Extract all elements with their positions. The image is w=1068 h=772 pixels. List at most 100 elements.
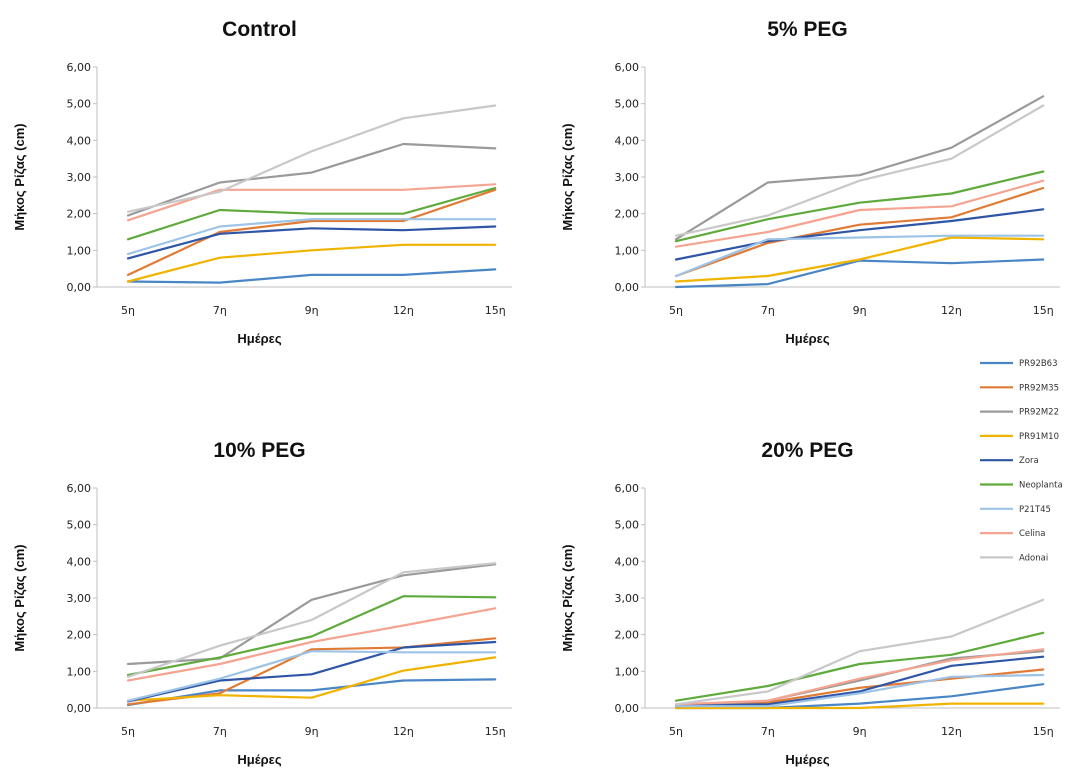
y-tick-label: 6,00 <box>67 61 92 74</box>
legend-label: PR91M10 <box>1019 432 1059 442</box>
x-tick-label: 7η <box>761 304 775 317</box>
x-axis-label: Ημέρες <box>785 752 829 767</box>
y-tick-label: 2,00 <box>67 208 92 221</box>
x-tick-label: 9η <box>853 304 867 317</box>
legend-item: PR91M10 <box>980 432 1059 442</box>
chart-panel-2: 5% PEG 0,00 1,00 2,00 3,00 4,00 5,00 6,00 5η 7η 9η… <box>560 18 1060 346</box>
y-tick-label: 2,00 <box>615 208 640 221</box>
y-tick-label: 0,00 <box>67 281 92 294</box>
legend-label: Zora <box>1019 456 1039 466</box>
series-line-p21t45 <box>674 673 1045 708</box>
y-tick-label: 4,00 <box>615 555 640 568</box>
legend-label: PR92M22 <box>1019 408 1059 418</box>
series-line-neoplanta <box>126 595 497 677</box>
x-axis-label: Ημέρες <box>237 752 281 767</box>
series-line-p21t45 <box>674 234 1045 278</box>
series-line-zora <box>126 640 497 703</box>
y-tick-label: 4,00 <box>615 134 640 147</box>
x-tick-label: 5η <box>121 304 135 317</box>
series-line-pr92m22 <box>674 95 1045 241</box>
series-line-celina <box>674 648 1045 706</box>
legend-label: Adonai <box>1019 553 1048 563</box>
series-line-pr91m10 <box>126 243 497 283</box>
legend-label: Neoplanta <box>1019 481 1063 491</box>
y-axis-label: Μήκος Ρίζας (cm) <box>12 123 27 230</box>
series-line-p21t45 <box>126 650 497 702</box>
legend: PR92B63 PR92M35 PR92M22 PR91M10 Zora Neoplant… <box>980 359 1063 563</box>
series-line-adonai <box>674 104 1045 237</box>
legend-item: P21T45 <box>980 505 1051 515</box>
legend-item: Celina <box>980 529 1045 539</box>
series-line-zora <box>674 655 1045 708</box>
x-tick-label: 7η <box>213 304 227 317</box>
series-line-pr91m10 <box>674 702 1045 710</box>
legend-item: Adonai <box>980 553 1048 563</box>
x-tick-label: 5η <box>669 304 683 317</box>
x-tick-label: 5η <box>669 725 683 738</box>
x-tick-label: 12η <box>393 304 414 317</box>
legend-label: P21T45 <box>1019 505 1051 515</box>
legend-item: PR92M35 <box>980 383 1059 393</box>
y-tick-label: 3,00 <box>615 592 640 605</box>
series-line-pr92m35 <box>126 188 497 276</box>
x-tick-label: 9η <box>853 725 867 738</box>
y-tick-label: 6,00 <box>615 482 640 495</box>
y-axis-label: Μήκος Ρίζας (cm) <box>560 123 575 230</box>
series-line-zora <box>126 225 497 260</box>
x-axis-label: Ημέρες <box>237 331 281 346</box>
series-line-adonai <box>126 104 497 213</box>
series-line-pr92b63 <box>126 268 497 284</box>
x-tick-label: 9η <box>305 725 319 738</box>
series-line-neoplanta <box>126 186 497 241</box>
chart-panel-3: 10% PEG 0,00 1,00 2,00 3,00 4,00 5,00 6,00 5η 7η 9… <box>12 439 512 767</box>
x-tick-label: 7η <box>213 725 227 738</box>
chart-title: 20% PEG <box>761 439 853 462</box>
y-tick-label: 5,00 <box>67 519 92 532</box>
y-tick-label: 1,00 <box>615 665 640 678</box>
series-line-celina <box>674 179 1045 248</box>
y-tick-label: 5,00 <box>615 98 640 111</box>
legend-label: Celina <box>1019 529 1045 539</box>
y-tick-label: 5,00 <box>615 519 640 532</box>
series-line-adonai <box>674 598 1045 706</box>
chart-title: 5% PEG <box>767 18 848 41</box>
x-tick-label: 15η <box>1033 725 1054 738</box>
legend-label: PR92M35 <box>1019 383 1059 393</box>
x-axis-label: Ημέρες <box>785 331 829 346</box>
chart-title: Control <box>222 18 297 41</box>
y-axis-label: Μήκος Ρίζας (cm) <box>560 544 575 651</box>
y-tick-label: 6,00 <box>67 482 92 495</box>
y-tick-label: 1,00 <box>615 244 640 257</box>
series-line-pr92m22 <box>126 142 497 217</box>
y-tick-label: 0,00 <box>67 702 92 715</box>
series-line-celina <box>126 607 497 682</box>
x-tick-label: 15η <box>1033 304 1054 317</box>
series-line-neoplanta <box>674 170 1045 243</box>
y-tick-label: 5,00 <box>67 98 92 111</box>
y-tick-label: 1,00 <box>67 665 92 678</box>
series-line-pr92b63 <box>126 678 497 707</box>
y-tick-label: 6,00 <box>615 61 640 74</box>
series-line-adonai <box>126 562 497 678</box>
chart-title: 10% PEG <box>213 439 305 462</box>
y-tick-label: 3,00 <box>615 171 640 184</box>
x-tick-label: 12η <box>393 725 414 738</box>
y-tick-label: 3,00 <box>67 592 92 605</box>
x-tick-label: 12η <box>941 725 962 738</box>
x-tick-label: 15η <box>485 304 506 317</box>
chart-panels: Control 0,00 1,00 2,00 3,00 4,00 5,00 6,00 5η 7η 9… <box>12 18 1060 767</box>
x-tick-label: 7η <box>761 725 775 738</box>
series-line-neoplanta <box>674 631 1045 702</box>
y-axis-label: Μήκος Ρίζας (cm) <box>12 544 27 651</box>
series-line-pr91m10 <box>126 656 497 702</box>
series-line-pr92m35 <box>674 186 1045 278</box>
series-line-pr91m10 <box>674 236 1045 283</box>
x-tick-label: 9η <box>305 304 319 317</box>
legend-label: PR92B63 <box>1019 359 1058 369</box>
legend-item: PR92M22 <box>980 408 1059 418</box>
y-tick-label: 1,00 <box>67 244 92 257</box>
y-tick-label: 4,00 <box>67 134 92 147</box>
series-line-zora <box>674 208 1045 261</box>
legend-item: PR92B63 <box>980 359 1058 369</box>
